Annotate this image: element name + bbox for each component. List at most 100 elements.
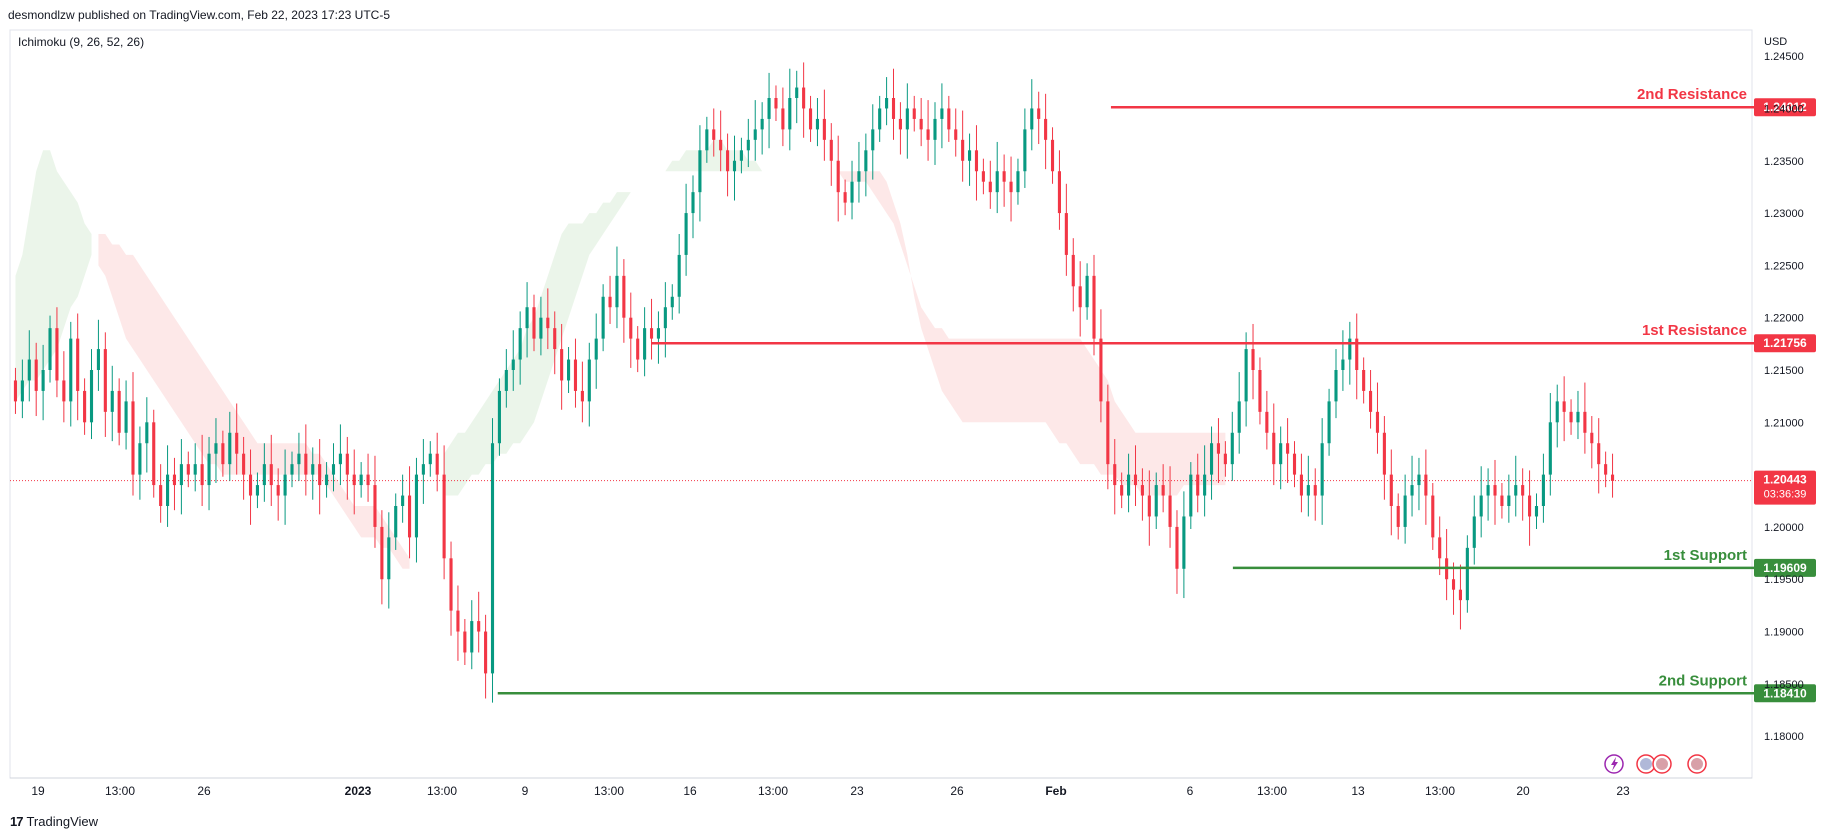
candle-body[interactable] [1113,464,1117,486]
candle-body[interactable] [808,108,813,130]
candle-body[interactable] [691,192,695,214]
candle-body[interactable] [788,98,792,130]
candle-body[interactable] [428,453,432,465]
candle-body[interactable] [138,443,142,475]
candle-body[interactable] [1521,485,1525,496]
candle-body[interactable] [954,129,958,140]
candle-body[interactable] [573,359,578,391]
candle-body[interactable] [34,359,38,391]
candle-body[interactable] [1009,181,1013,193]
candle-body[interactable] [636,338,640,360]
candle-body[interactable] [1209,443,1214,475]
support-resistance-levels[interactable]: 2nd Resistance 1.24012 1st Resistance 1.217… [497,86,1816,703]
candle-body[interactable] [1279,443,1283,465]
candle-body[interactable] [601,296,605,339]
candle-body[interactable] [587,359,591,402]
candle-body[interactable] [1362,370,1366,391]
candle-body[interactable] [1334,370,1338,402]
time-axis[interactable]: 19 13:00 26 2023 13:00 9 13:00 16 13:00 23 26 Feb 6 1… [31,784,1630,798]
candle-body[interactable] [891,98,896,119]
candle-body[interactable] [1037,108,1041,119]
candle-body[interactable] [1341,359,1345,370]
candle-body[interactable] [968,150,972,161]
candle-body[interactable] [442,474,446,559]
candle-body[interactable] [1590,432,1594,444]
candle-body[interactable] [290,464,294,475]
candle-body[interactable] [470,621,474,653]
candle-body[interactable] [532,307,536,339]
candle-body[interactable] [83,390,87,423]
candle-body[interactable] [1106,401,1110,465]
candle-body[interactable] [477,621,481,632]
candle-body[interactable] [871,129,875,151]
candle-body[interactable] [1306,485,1310,496]
candle-body[interactable] [719,139,723,151]
candle-body[interactable] [1465,547,1469,601]
candle-body[interactable] [739,150,743,161]
candle-body[interactable] [663,307,667,329]
candle-body[interactable] [497,390,501,444]
candle-body[interactable] [414,474,419,538]
candle-body[interactable] [463,631,467,653]
candle-body[interactable] [732,160,737,172]
candle-body[interactable] [622,275,626,318]
candle-body[interactable] [940,108,944,119]
candle-body[interactable] [885,98,889,109]
candle-body[interactable] [1479,495,1483,517]
candle-body[interactable] [760,118,764,130]
candle-body[interactable] [753,129,757,140]
candle-body[interactable] [1548,422,1552,475]
candle-body[interactable] [110,390,114,412]
candle-body[interactable] [1396,506,1400,527]
candle-body[interactable] [1534,506,1539,517]
candle-body[interactable] [905,108,909,130]
candle-body[interactable] [961,139,965,161]
candle-body[interactable] [401,495,405,506]
candle-body[interactable] [297,453,301,465]
candle-body[interactable] [1451,579,1456,590]
candle-body[interactable] [20,380,24,402]
candle-body[interactable] [1258,370,1262,412]
candle-body[interactable] [608,296,612,308]
candle-body[interactable] [117,390,121,433]
candle-body[interactable] [836,160,840,193]
candle-body[interactable] [159,485,163,506]
candle-body[interactable] [705,129,709,151]
event-icons[interactable] [1604,754,1707,774]
candle-body[interactable] [407,495,412,538]
candle-body[interactable] [276,485,280,496]
candle-body[interactable] [912,108,916,119]
candle-body[interactable] [331,464,336,475]
candle-body[interactable] [1541,474,1545,506]
candle-body[interactable] [207,453,211,486]
candle-body[interactable] [504,370,508,391]
candle-body[interactable] [366,474,370,486]
candle-body[interactable] [1610,474,1615,481]
candle-body[interactable] [726,150,730,172]
candle-body[interactable] [1438,537,1442,559]
candle-body[interactable] [580,390,584,402]
candle-body[interactable] [629,317,633,339]
candle-body[interactable] [214,443,218,454]
candle-body[interactable] [186,464,190,475]
candle-body[interactable] [1071,254,1075,287]
candle-body[interactable] [48,328,52,370]
candle-body[interactable] [712,129,716,140]
price-axis[interactable]: 1.180001.185001.190001.195001.200001.205… [1764,51,1804,743]
candle-body[interactable] [684,213,688,255]
candle-body[interactable] [1244,349,1248,402]
candle-body[interactable] [518,328,522,360]
candle-body[interactable] [1493,485,1497,496]
candle-body[interactable] [1099,338,1103,402]
candle-body[interactable] [649,328,654,339]
candle-body[interactable] [1292,453,1297,475]
candle-body[interactable] [1237,401,1241,433]
candle-body[interactable] [1403,495,1407,527]
candle-body[interactable] [1057,171,1061,214]
candle-body[interactable] [774,98,778,109]
candle-body[interactable] [1327,401,1331,444]
candle-body[interactable] [359,474,363,486]
candle-body[interactable] [1002,171,1006,182]
candle-body[interactable] [1320,443,1324,496]
candle-body[interactable] [933,118,937,140]
